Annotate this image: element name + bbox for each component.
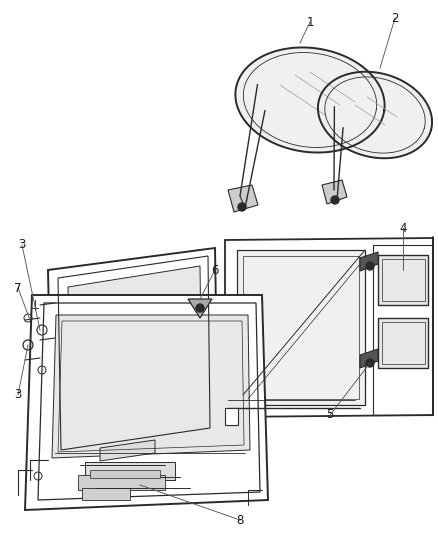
Circle shape: [366, 359, 374, 367]
Polygon shape: [48, 248, 218, 460]
Text: 3: 3: [14, 389, 22, 401]
Polygon shape: [235, 47, 385, 152]
Polygon shape: [78, 475, 165, 490]
Polygon shape: [237, 250, 365, 405]
Text: 8: 8: [237, 513, 244, 527]
Circle shape: [366, 262, 374, 270]
Polygon shape: [322, 180, 347, 204]
Polygon shape: [378, 318, 428, 368]
Text: 5: 5: [326, 408, 334, 422]
Polygon shape: [68, 266, 202, 440]
Polygon shape: [100, 440, 155, 461]
Circle shape: [238, 203, 246, 211]
Polygon shape: [25, 295, 268, 510]
Text: 6: 6: [211, 263, 219, 277]
Polygon shape: [318, 72, 432, 158]
Circle shape: [331, 196, 339, 204]
Text: 4: 4: [399, 222, 407, 235]
Text: 7: 7: [14, 281, 22, 295]
Circle shape: [196, 304, 204, 312]
Text: 3: 3: [18, 238, 26, 252]
Polygon shape: [225, 238, 433, 417]
Polygon shape: [378, 255, 428, 305]
Polygon shape: [360, 252, 378, 271]
Polygon shape: [228, 185, 258, 212]
Polygon shape: [52, 315, 250, 458]
Text: 2: 2: [391, 12, 399, 25]
Polygon shape: [188, 299, 212, 318]
Polygon shape: [225, 408, 238, 425]
Polygon shape: [85, 462, 175, 480]
Text: 1: 1: [306, 15, 314, 28]
Polygon shape: [90, 470, 160, 478]
Polygon shape: [360, 349, 378, 368]
Polygon shape: [82, 488, 130, 500]
